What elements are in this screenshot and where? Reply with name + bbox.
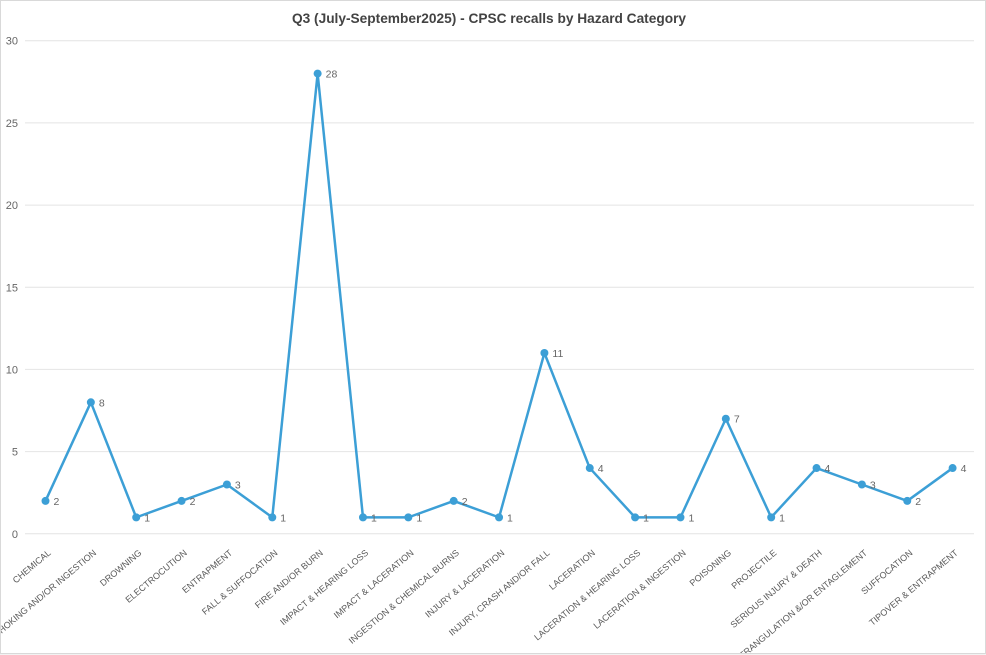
svg-text:7: 7 [734,414,740,426]
svg-text:4: 4 [961,463,967,475]
svg-text:CHEMICAL: CHEMICAL [11,548,53,586]
svg-text:CHOKING AND/OR INGESTION: CHOKING AND/OR INGESTION [1,548,98,640]
svg-text:INJURY, CRASH AND/OR FALL: INJURY, CRASH AND/OR FALL [447,548,552,638]
svg-text:2: 2 [915,496,921,508]
svg-text:30: 30 [6,36,18,48]
svg-text:1: 1 [371,512,377,524]
svg-text:3: 3 [870,479,876,491]
svg-text:28: 28 [326,69,338,81]
svg-text:4: 4 [825,463,831,475]
svg-text:DROWNING: DROWNING [98,548,143,588]
svg-text:1: 1 [688,512,694,524]
svg-text:0: 0 [12,529,18,541]
svg-text:INJURY & LACERATION: INJURY & LACERATION [423,548,506,620]
svg-text:SERIOUS INJURY & DEATH: SERIOUS INJURY & DEATH [729,548,824,630]
svg-text:TIPOVER & ENTRAPMENT: TIPOVER & ENTRAPMENT [867,547,960,627]
svg-text:20: 20 [6,200,18,212]
svg-text:1: 1 [507,512,513,524]
svg-text:1: 1 [144,512,150,524]
svg-text:PROJECTILE: PROJECTILE [730,548,779,591]
svg-text:10: 10 [6,364,18,376]
svg-text:IMPACT & HEARING LOSS: IMPACT & HEARING LOSS [278,548,370,627]
svg-text:4: 4 [598,463,604,475]
svg-text:8: 8 [99,397,105,409]
svg-text:1: 1 [779,512,785,524]
svg-text:2: 2 [54,496,60,508]
svg-text:LACERATION: LACERATION [547,548,597,592]
svg-text:3: 3 [235,479,241,491]
svg-text:11: 11 [552,348,563,360]
svg-text:POISONING: POISONING [688,548,734,588]
svg-text:FALL & SUFFOCATION: FALL & SUFFOCATION [200,548,280,617]
svg-text:LACERATION & INGESTION: LACERATION & INGESTION [591,548,687,631]
svg-text:25: 25 [6,118,18,130]
svg-text:15: 15 [6,282,18,294]
svg-text:2: 2 [462,496,468,508]
svg-text:1: 1 [643,512,649,524]
svg-text:1: 1 [280,512,286,524]
svg-text:2: 2 [190,496,196,508]
svg-text:1: 1 [416,512,422,524]
svg-text:IMPACT & LACERATION: IMPACT & LACERATION [332,548,416,621]
svg-text:5: 5 [12,447,18,459]
